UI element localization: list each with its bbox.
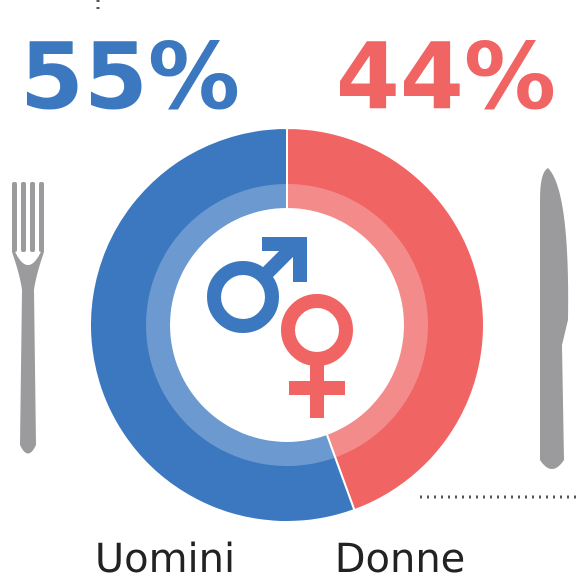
fork <box>12 182 44 454</box>
category-label: Uomini <box>95 536 235 582</box>
value-label: 55% <box>20 23 240 130</box>
category-label: Donne <box>335 536 466 582</box>
inner-ring <box>146 184 428 466</box>
knife <box>540 168 569 469</box>
value-label: 44% <box>336 23 556 130</box>
gender-symbols <box>207 237 353 418</box>
